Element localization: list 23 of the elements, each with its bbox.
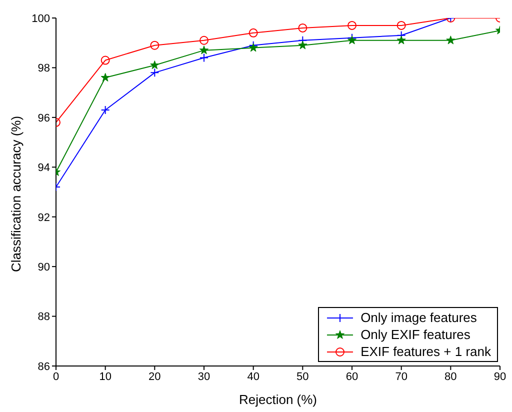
legend-label: Only image features [360,309,477,326]
y-tick-label: 98 [38,62,50,75]
x-tick-label: 70 [395,370,408,383]
y-tick-label: 86 [38,360,50,373]
x-tick-label: 80 [444,370,457,383]
y-tick-label: 96 [38,112,50,124]
x-tick-label: 90 [494,370,506,383]
x-tick-label: 30 [198,370,210,383]
legend-label: Only EXIF features [360,326,470,343]
y-tick-label: 90 [38,261,50,274]
x-tick-label: 50 [296,370,309,383]
x-tick-label: 10 [99,370,112,383]
legend-label: EXIF features + 1 rank [360,343,491,360]
x-tick-label: 20 [148,370,161,383]
y-tick-label: 92 [38,212,50,224]
x-tick-label: 60 [346,370,358,383]
y-tick-label: 94 [38,162,50,174]
y-tick-label: 100 [32,12,50,25]
x-tick-label: 40 [247,370,260,383]
y-axis-title: Classification accuracy (%) [8,116,24,272]
y-tick-label: 88 [38,311,50,324]
x-axis-title: Rejection (%) [238,392,318,407]
x-tick-label: 0 [52,370,60,383]
